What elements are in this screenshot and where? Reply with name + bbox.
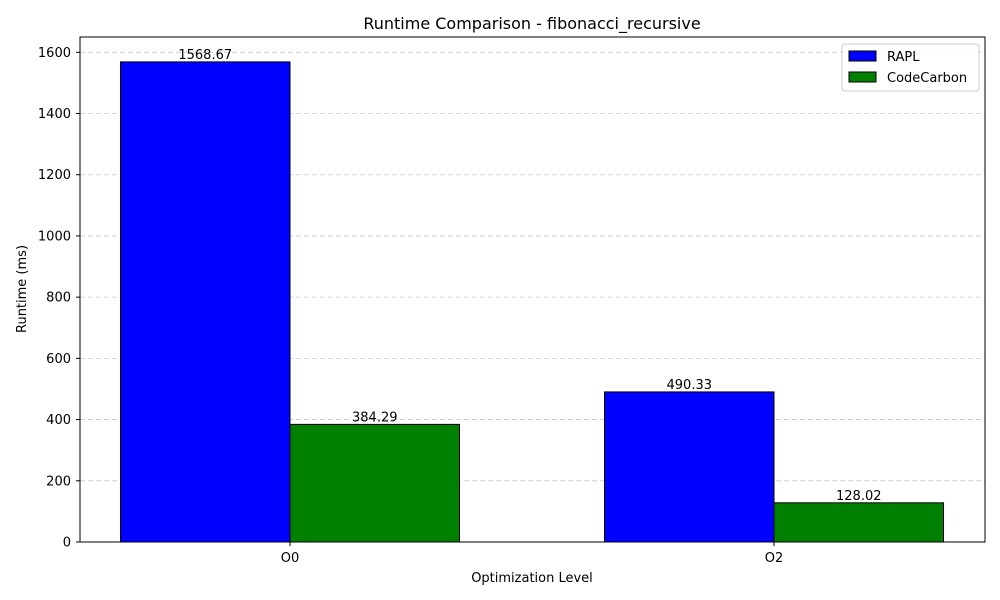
x-tick-label: O2	[765, 551, 784, 566]
x-axis-label: Optimization Level	[471, 571, 593, 586]
legend: RAPL CodeCarbon	[841, 43, 980, 92]
bar-value-label: 384.29	[352, 410, 398, 425]
bar-value-label: 490.33	[667, 378, 713, 393]
legend-label-rapl: RAPL	[887, 50, 920, 65]
x-axis: O0 O2	[281, 542, 784, 566]
legend-swatch-codecarbon	[848, 71, 877, 83]
data-labels: 1568.67 384.29 490.33 128.02	[178, 48, 881, 504]
bar-rapl-o2	[604, 391, 775, 543]
bar-codecarbon-o0	[289, 423, 460, 543]
y-tick-label: 1400	[38, 107, 71, 122]
x-tick-label: O0	[281, 551, 300, 566]
bar-value-label: 1568.67	[178, 48, 232, 63]
y-axis-label: Runtime (ms)	[15, 245, 30, 333]
y-tick-label: 600	[46, 352, 71, 367]
chart-title: Runtime Comparison - fibonacci_recursive	[363, 14, 700, 34]
y-tick-label: 400	[46, 413, 71, 428]
y-tick-label: 1200	[38, 168, 71, 183]
plot-area-frame	[79, 36, 986, 543]
y-tick-label: 800	[46, 291, 71, 306]
bar-rapl-o0	[120, 61, 291, 543]
legend-label-codecarbon: CodeCarbon	[887, 71, 967, 86]
legend-swatch-rapl	[848, 50, 877, 62]
y-tick-label: 1000	[38, 229, 71, 244]
bar-value-label: 128.02	[836, 489, 882, 504]
y-tick-label: 200	[46, 474, 71, 489]
y-tick-label: 0	[63, 536, 71, 551]
y-tick-label: 1600	[38, 46, 71, 61]
grid-lines	[80, 51, 985, 482]
bar-codecarbon-o2	[773, 502, 944, 543]
y-axis: 0 200 400 600 800 1000 1200 1400 1600	[38, 46, 80, 551]
